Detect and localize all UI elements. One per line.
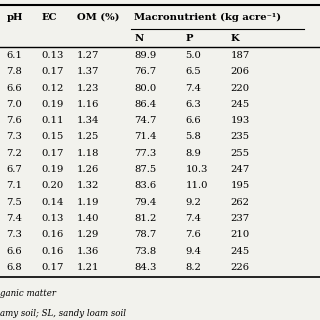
- Text: 73.8: 73.8: [134, 247, 157, 256]
- Text: 226: 226: [230, 263, 249, 272]
- Text: 9.4: 9.4: [186, 247, 202, 256]
- Text: 8.9: 8.9: [186, 149, 202, 158]
- Text: 1.25: 1.25: [77, 132, 99, 141]
- Text: 77.3: 77.3: [134, 149, 157, 158]
- Text: 7.0: 7.0: [6, 100, 22, 109]
- Text: 245: 245: [230, 247, 250, 256]
- Text: 7.1: 7.1: [6, 181, 22, 190]
- Text: 1.23: 1.23: [77, 84, 99, 92]
- Text: Macronutrient (kg acre⁻¹): Macronutrient (kg acre⁻¹): [134, 13, 282, 22]
- Text: 6.8: 6.8: [6, 263, 22, 272]
- Text: ganic matter: ganic matter: [0, 289, 56, 298]
- Text: 6.6: 6.6: [186, 116, 201, 125]
- Text: 5.8: 5.8: [186, 132, 202, 141]
- Text: 11.0: 11.0: [186, 181, 208, 190]
- Text: 0.19: 0.19: [42, 165, 64, 174]
- Text: 0.16: 0.16: [42, 247, 64, 256]
- Text: 79.4: 79.4: [134, 198, 157, 207]
- Text: 0.14: 0.14: [42, 198, 64, 207]
- Text: 0.15: 0.15: [42, 132, 64, 141]
- Text: 245: 245: [230, 100, 250, 109]
- Text: 81.2: 81.2: [134, 214, 157, 223]
- Text: 71.4: 71.4: [134, 132, 157, 141]
- Text: 7.2: 7.2: [6, 149, 22, 158]
- Text: 193: 193: [230, 116, 250, 125]
- Text: 0.13: 0.13: [42, 51, 64, 60]
- Text: 1.19: 1.19: [77, 198, 99, 207]
- Text: 0.16: 0.16: [42, 230, 64, 239]
- Text: 1.18: 1.18: [77, 149, 99, 158]
- Text: EC: EC: [42, 13, 57, 22]
- Text: 0.17: 0.17: [42, 149, 64, 158]
- Text: 235: 235: [230, 132, 250, 141]
- Text: 0.19: 0.19: [42, 100, 64, 109]
- Text: 1.34: 1.34: [77, 116, 99, 125]
- Text: 83.6: 83.6: [134, 181, 156, 190]
- Text: 0.17: 0.17: [42, 263, 64, 272]
- Text: 1.16: 1.16: [77, 100, 99, 109]
- Text: 6.3: 6.3: [186, 100, 201, 109]
- Text: 0.12: 0.12: [42, 84, 64, 92]
- Text: P: P: [186, 34, 193, 43]
- Text: 237: 237: [230, 214, 250, 223]
- Text: 0.13: 0.13: [42, 214, 64, 223]
- Text: 7.6: 7.6: [6, 116, 22, 125]
- Text: 80.0: 80.0: [134, 84, 157, 92]
- Text: 7.4: 7.4: [186, 84, 202, 92]
- Text: 6.7: 6.7: [6, 165, 22, 174]
- Text: 10.3: 10.3: [186, 165, 208, 174]
- Text: 220: 220: [230, 84, 250, 92]
- Text: 0.20: 0.20: [42, 181, 64, 190]
- Text: 1.29: 1.29: [77, 230, 99, 239]
- Text: 89.9: 89.9: [134, 51, 157, 60]
- Text: amy soil; SL, sandy loam soil: amy soil; SL, sandy loam soil: [0, 309, 126, 318]
- Text: 6.5: 6.5: [186, 67, 201, 76]
- Text: 7.8: 7.8: [6, 67, 22, 76]
- Text: 74.7: 74.7: [134, 116, 157, 125]
- Text: K: K: [230, 34, 239, 43]
- Text: 1.32: 1.32: [77, 181, 99, 190]
- Text: 6.6: 6.6: [6, 84, 22, 92]
- Text: 1.40: 1.40: [77, 214, 99, 223]
- Text: 78.7: 78.7: [134, 230, 157, 239]
- Text: 0.17: 0.17: [42, 67, 64, 76]
- Text: 87.5: 87.5: [134, 165, 157, 174]
- Text: 0.11: 0.11: [42, 116, 64, 125]
- Text: 1.27: 1.27: [77, 51, 99, 60]
- Text: 187: 187: [230, 51, 250, 60]
- Text: pH: pH: [6, 13, 23, 22]
- Text: 210: 210: [230, 230, 250, 239]
- Text: 247: 247: [230, 165, 250, 174]
- Text: 1.21: 1.21: [77, 263, 99, 272]
- Text: 1.36: 1.36: [77, 247, 99, 256]
- Text: 195: 195: [230, 181, 250, 190]
- Text: 206: 206: [230, 67, 249, 76]
- Text: 262: 262: [230, 198, 249, 207]
- Text: 7.5: 7.5: [6, 198, 22, 207]
- Text: 7.6: 7.6: [186, 230, 201, 239]
- Text: 7.4: 7.4: [186, 214, 202, 223]
- Text: 9.2: 9.2: [186, 198, 202, 207]
- Text: 6.6: 6.6: [6, 247, 22, 256]
- Text: 1.26: 1.26: [77, 165, 99, 174]
- Text: 6.1: 6.1: [6, 51, 22, 60]
- Text: 8.2: 8.2: [186, 263, 202, 272]
- Text: N: N: [134, 34, 144, 43]
- Text: 7.3: 7.3: [6, 230, 22, 239]
- Text: OM (%): OM (%): [77, 13, 119, 22]
- Text: 1.37: 1.37: [77, 67, 99, 76]
- Text: 7.3: 7.3: [6, 132, 22, 141]
- Text: 84.3: 84.3: [134, 263, 157, 272]
- Text: 86.4: 86.4: [134, 100, 157, 109]
- Text: 7.4: 7.4: [6, 214, 22, 223]
- Text: 5.0: 5.0: [186, 51, 202, 60]
- Text: 76.7: 76.7: [134, 67, 156, 76]
- Text: 255: 255: [230, 149, 250, 158]
